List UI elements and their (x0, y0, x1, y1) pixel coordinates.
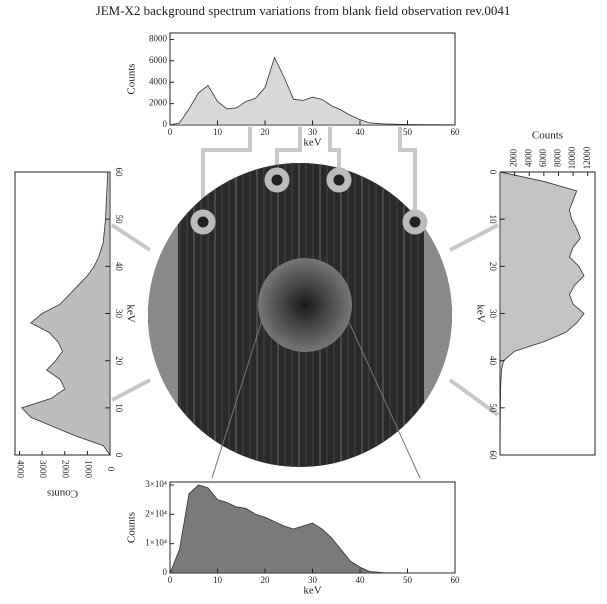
x-tick-label: 50 (403, 127, 413, 137)
leader (347, 319, 421, 479)
y-tick-label: 2000 (509, 149, 519, 168)
detector-edge (424, 163, 452, 467)
x-tick-label: 40 (356, 575, 366, 585)
connector (111, 378, 151, 402)
y-axis-label: Counts (126, 63, 138, 94)
x-tick-label: 10 (213, 127, 223, 137)
x-tick-label: 30 (488, 309, 498, 319)
x-tick-label: 10 (213, 575, 223, 585)
y-tick-label: 2000 (61, 460, 71, 479)
x-tick-label: 30 (308, 127, 318, 137)
spectrum-area (499, 171, 585, 456)
y-axis-label: Counts (532, 130, 563, 142)
x-tick-label: 0 (168, 575, 173, 585)
x-tick-label: 60 (451, 575, 461, 585)
x-tick-label: 50 (488, 403, 498, 413)
y-tick-label: 2000 (149, 98, 168, 108)
marker-ring (190, 209, 216, 235)
y-tick-label: 6000 (538, 149, 548, 168)
x-tick-label: 10 (114, 403, 124, 413)
x-tick-label: 20 (488, 262, 498, 272)
x-axis-label: keV (303, 585, 321, 597)
y-tick-label: 0 (106, 467, 116, 472)
y-tick-label: 2×10⁴ (145, 508, 167, 518)
marker-ring (326, 167, 352, 193)
detector-image (148, 163, 452, 479)
y-tick-label: 3000 (38, 460, 48, 479)
x-tick-label: 0 (488, 170, 498, 175)
x-tick-label: 40 (356, 127, 366, 137)
y-tick-label: 4000 (523, 149, 533, 168)
inner-region (258, 258, 352, 352)
x-tick-label: 60 (488, 451, 498, 461)
connector (328, 127, 341, 180)
x-tick-label: 60 (114, 168, 124, 178)
y-tick-label: 6000 (149, 55, 168, 65)
y-tick-label: 8000 (553, 149, 563, 168)
leader (211, 319, 263, 479)
x-tick-label: 60 (451, 127, 461, 137)
x-tick-label: 40 (114, 262, 124, 272)
x-tick-label: 20 (261, 575, 271, 585)
x-tick-label: 20 (114, 356, 124, 366)
x-tick-label: 50 (403, 575, 413, 585)
x-tick-label: 30 (114, 309, 124, 319)
marker-ring (264, 167, 290, 193)
y-tick-label: 0 (163, 567, 168, 577)
detector-edge (148, 163, 178, 467)
y-tick-label: 4000 (15, 460, 25, 479)
spectrum-area (169, 56, 456, 126)
x-tick-label: 50 (114, 215, 124, 225)
connector (110, 223, 152, 252)
x-tick-label: 0 (114, 453, 124, 458)
title: JEM-X2 background spectrum variations fr… (96, 3, 511, 18)
markers (190, 167, 428, 235)
y-axis-label: Counts (47, 487, 78, 499)
y-tick-label: 1×10⁴ (145, 538, 167, 548)
y-tick-label: 1000 (83, 460, 93, 479)
x-axis-label: keV (303, 137, 321, 149)
y-tick-label: 8000 (149, 33, 168, 43)
x-axis-label: keV (474, 304, 486, 322)
connector (449, 223, 499, 252)
x-tick-label: 20 (261, 127, 271, 137)
inner-leaders (211, 319, 421, 479)
y-tick-label: 10000 (567, 146, 577, 169)
connector (201, 127, 252, 222)
connector (448, 378, 500, 417)
x-axis-label: keV (124, 304, 136, 322)
x-tick-label: 40 (488, 356, 498, 366)
y-tick-label: 0 (163, 119, 168, 129)
x-tick-label: 10 (488, 215, 498, 225)
spectrum-area (169, 484, 456, 574)
x-tick-label: 30 (308, 575, 318, 585)
y-tick-label: 4000 (149, 76, 168, 86)
y-tick-label: 12000 (582, 146, 592, 169)
connector (398, 127, 417, 222)
spectrum-area (21, 171, 111, 457)
x-tick-label: 0 (168, 127, 173, 137)
y-tick-label: 3×10⁴ (145, 479, 167, 489)
y-axis-label: Counts (126, 512, 138, 543)
marker-ring (402, 209, 428, 235)
